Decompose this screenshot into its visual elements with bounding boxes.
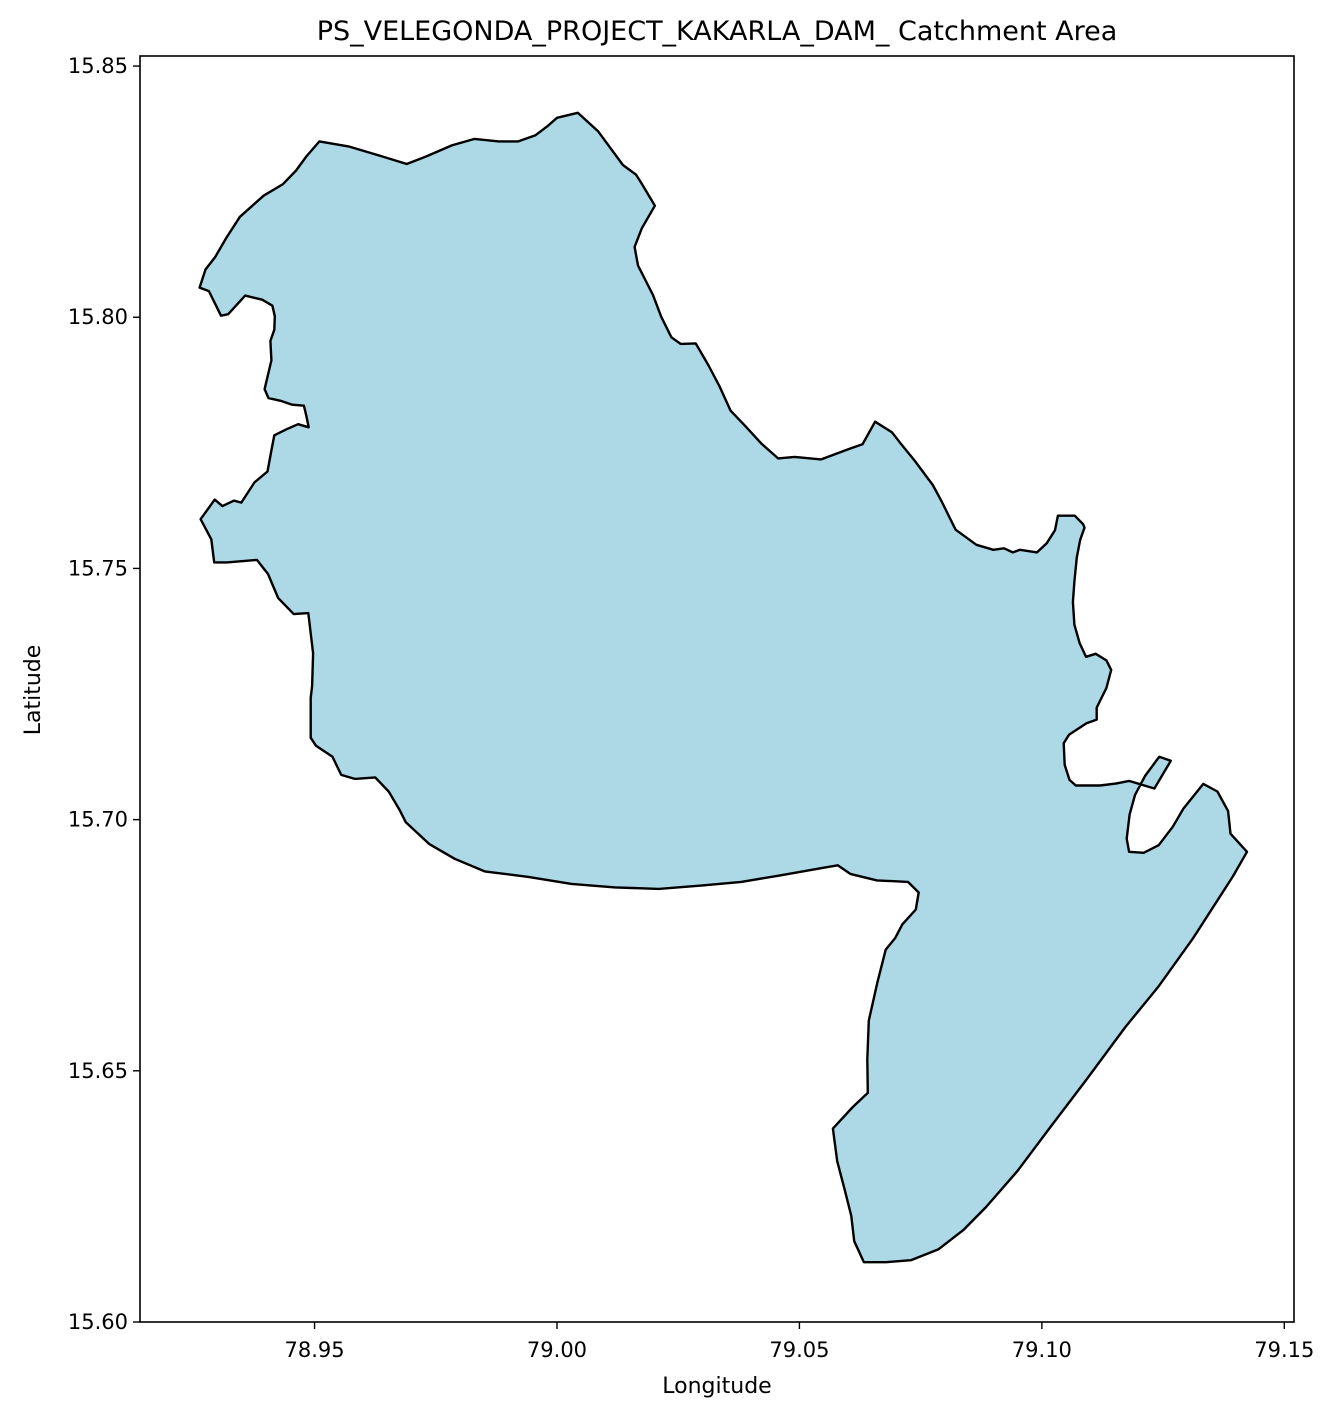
- y-tick-label: 15.65: [68, 1059, 128, 1083]
- y-tick-label: 15.80: [68, 305, 128, 329]
- x-axis-ticks: 78.95 79.00 79.05 79.10 79.15: [284, 1322, 1314, 1362]
- chart-title: PS_VELEGONDA_PROJECT_KAKARLA_DAM_ Catchm…: [317, 16, 1118, 47]
- x-tick-label: 79.00: [527, 1338, 587, 1362]
- plot-area: [198, 111, 1249, 1264]
- x-tick-label: 78.95: [284, 1338, 344, 1362]
- y-tick-label: 15.70: [68, 808, 128, 832]
- axes-frame: [139, 55, 1295, 1323]
- x-tick-label: 79.10: [1012, 1338, 1072, 1362]
- x-tick-label: 79.05: [769, 1338, 829, 1362]
- x-axis-label: Longitude: [662, 1374, 771, 1399]
- y-axis-label: Latitude: [21, 645, 46, 736]
- y-tick-label: 15.75: [68, 556, 128, 580]
- y-tick-label: 15.85: [68, 54, 128, 78]
- catchment-area-polygon: [198, 111, 1249, 1264]
- y-tick-label: 15.60: [68, 1310, 128, 1334]
- x-tick-label: 79.15: [1254, 1338, 1314, 1362]
- y-axis-ticks: 15.60 15.65 15.70 15.75 15.80 15.85: [68, 54, 140, 1334]
